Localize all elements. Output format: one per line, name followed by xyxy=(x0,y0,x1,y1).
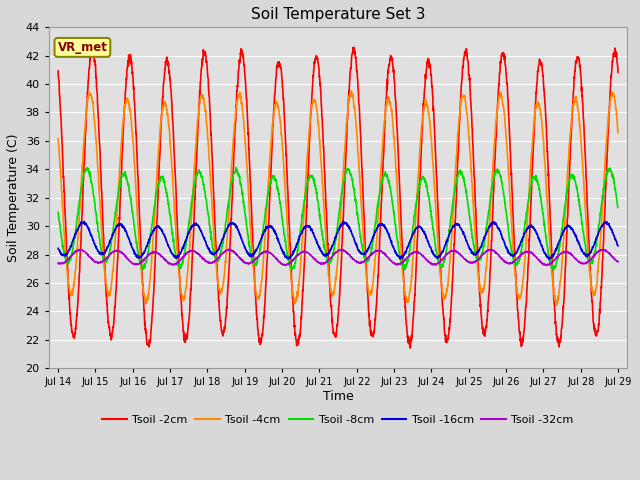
Tsoil -4cm xyxy=(355,154,362,159)
Line: Tsoil -2cm: Tsoil -2cm xyxy=(58,48,618,348)
Tsoil -2cm xyxy=(580,137,588,143)
Tsoil -2cm xyxy=(211,205,218,211)
X-axis label: Time: Time xyxy=(323,390,353,403)
Tsoil -8cm xyxy=(501,201,509,207)
Line: Tsoil -8cm: Tsoil -8cm xyxy=(58,168,618,270)
Tsoil -16cm xyxy=(545,257,553,263)
Tsoil -16cm xyxy=(580,252,588,258)
Tsoil -16cm xyxy=(54,245,62,251)
Tsoil -16cm xyxy=(355,247,362,253)
Tsoil -8cm xyxy=(232,165,240,170)
Line: Tsoil -4cm: Tsoil -4cm xyxy=(58,91,618,305)
Tsoil -32cm xyxy=(355,259,362,265)
Legend: Tsoil -2cm, Tsoil -4cm, Tsoil -8cm, Tsoil -16cm, Tsoil -32cm: Tsoil -2cm, Tsoil -4cm, Tsoil -8cm, Tsoi… xyxy=(98,410,578,429)
Tsoil -2cm xyxy=(406,345,414,351)
Tsoil -16cm xyxy=(565,223,573,228)
Tsoil -4cm xyxy=(367,292,374,298)
Tsoil -2cm xyxy=(349,45,357,50)
Tsoil -2cm xyxy=(367,330,374,336)
Tsoil -4cm xyxy=(565,148,573,154)
Y-axis label: Soil Temperature (C): Soil Temperature (C) xyxy=(7,133,20,262)
Tsoil -8cm xyxy=(367,251,374,257)
Tsoil -2cm xyxy=(54,68,62,74)
Tsoil -8cm xyxy=(565,177,573,182)
Tsoil -16cm xyxy=(340,218,348,224)
Tsoil -32cm xyxy=(580,261,588,266)
Tsoil -32cm xyxy=(54,260,62,266)
Title: Soil Temperature Set 3: Soil Temperature Set 3 xyxy=(251,7,426,22)
Tsoil -4cm xyxy=(501,119,509,125)
Text: VR_met: VR_met xyxy=(58,41,108,54)
Tsoil -2cm xyxy=(565,177,573,183)
Tsoil -4cm xyxy=(54,135,62,141)
Tsoil -32cm xyxy=(565,250,573,255)
Tsoil -32cm xyxy=(543,263,550,268)
Tsoil -16cm xyxy=(211,251,218,257)
Line: Tsoil -32cm: Tsoil -32cm xyxy=(58,250,618,265)
Tsoil -4cm xyxy=(553,302,561,308)
Tsoil -4cm xyxy=(211,238,218,244)
Tsoil -2cm xyxy=(355,88,362,94)
Tsoil -8cm xyxy=(580,239,588,245)
Line: Tsoil -16cm: Tsoil -16cm xyxy=(58,221,618,260)
Tsoil -8cm xyxy=(550,267,557,273)
Tsoil -16cm xyxy=(501,241,509,247)
Tsoil -32cm xyxy=(614,259,622,265)
Tsoil -32cm xyxy=(367,252,374,258)
Tsoil -4cm xyxy=(614,130,622,135)
Tsoil -4cm xyxy=(580,195,588,201)
Tsoil -8cm xyxy=(355,219,362,225)
Tsoil -4cm xyxy=(348,88,355,94)
Tsoil -32cm xyxy=(211,259,218,264)
Tsoil -8cm xyxy=(211,251,218,256)
Tsoil -2cm xyxy=(614,70,622,75)
Tsoil -8cm xyxy=(54,209,62,215)
Tsoil -32cm xyxy=(486,247,494,252)
Tsoil -2cm xyxy=(501,62,509,68)
Tsoil -32cm xyxy=(501,258,509,264)
Tsoil -8cm xyxy=(614,204,622,210)
Tsoil -16cm xyxy=(614,243,622,249)
Tsoil -16cm xyxy=(367,240,374,246)
